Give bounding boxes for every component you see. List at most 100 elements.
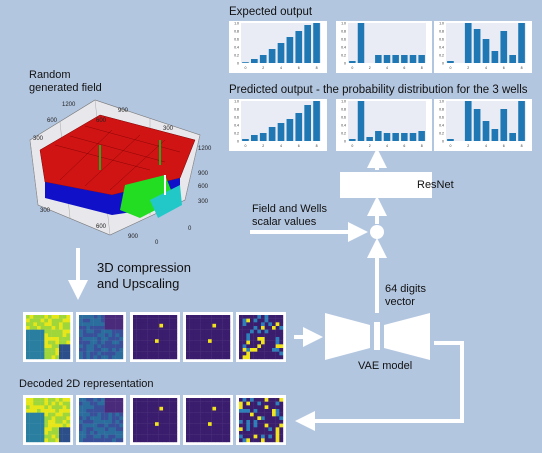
predicted-chart-bar: [491, 129, 499, 141]
decoded-slice: [236, 395, 286, 445]
encoded-slice: [236, 312, 286, 362]
encoded-slice: [130, 312, 180, 362]
field-tick: 300: [163, 126, 174, 132]
predicted-chart-bar: [366, 137, 373, 141]
expected-chart-y-tick: 1.0: [341, 22, 346, 26]
expected-chart-y-tick: 0.2: [341, 54, 346, 58]
predicted-chart-bar: [286, 119, 294, 141]
expected-output-charts: 1.0 0.8 0.6 0.4 0.2 0 0 2 4 6 8 1.0 0.8 0.6 0.4 0.2 0 0 2 4…: [229, 21, 532, 73]
expected-chart-bar: [464, 23, 472, 63]
expected-chart-y-tick: 0.2: [234, 54, 239, 58]
expected-chart-y-tick: 0.4: [439, 46, 444, 50]
predicted-output-title: Predicted output - the probability distr…: [229, 84, 528, 96]
predicted-chart-bar: [268, 127, 276, 141]
expected-chart-y-tick: 0.4: [234, 46, 239, 50]
field-tick: 600: [47, 118, 58, 124]
expected-chart-x-tick: 2: [467, 66, 469, 70]
expected-chart-bar: [418, 55, 425, 63]
expected-chart-x-tick: 6: [503, 66, 505, 70]
field-label-line2: generated field: [29, 82, 102, 94]
predicted-chart-bar: [313, 101, 320, 141]
predicted-chart-x-tick: 0: [449, 144, 451, 148]
expected-chart-panel: 1.0 0.8 0.6 0.4 0.2 0 0 2 4 6 8: [229, 21, 327, 73]
predicted-chart-x-tick: 6: [503, 144, 505, 148]
predicted-chart-bar: [295, 113, 303, 141]
vae-label: VAE model: [358, 360, 413, 372]
field-tick: 0: [188, 226, 192, 232]
expected-chart-bar: [482, 39, 490, 63]
expected-chart-y-tick: 0: [442, 62, 444, 66]
predicted-chart-bar: [509, 133, 516, 141]
expected-chart-x-tick: 0: [351, 66, 353, 70]
predicted-chart-y-tick: 0.8: [341, 108, 346, 112]
predicted-chart-y-tick: 0.8: [234, 108, 239, 112]
predicted-output-charts: 1.0 0.8 0.6 0.4 0.2 0 0 2 4 6 8 1.0 0.8 0.6 0.4 0.2 0 0 2 4…: [229, 99, 532, 151]
expected-chart-bar: [295, 31, 303, 63]
predicted-chart-x-tick: 8: [316, 144, 318, 148]
expected-chart-bar: [473, 29, 481, 63]
predicted-chart-x-tick: 2: [467, 144, 469, 148]
field-tick: 300: [33, 136, 44, 142]
encoded-slices: [23, 312, 286, 362]
predicted-chart-x-tick: 4: [485, 144, 487, 148]
expected-chart-x-tick: 4: [280, 66, 282, 70]
expected-chart-bar: [277, 43, 285, 63]
field-tick: 300: [198, 199, 209, 205]
predicted-chart-bar: [482, 121, 490, 141]
predicted-chart-y-tick: 1.0: [341, 100, 346, 104]
expected-chart-bar: [349, 61, 356, 63]
expected-chart-panel: 1.0 0.8 0.6 0.4 0.2 0 0 2 4 6 8: [336, 21, 432, 73]
expected-chart-bar: [259, 55, 267, 63]
expected-chart-y-tick: 0.8: [439, 30, 444, 34]
expected-chart-bar: [447, 61, 454, 63]
predicted-chart-bar: [349, 139, 356, 141]
arrow-decoded: [295, 341, 464, 431]
field-tick: 1200: [198, 146, 212, 152]
decoded-slices: [23, 395, 286, 445]
predicted-chart-bar: [383, 133, 391, 141]
field-tick: 600: [96, 118, 107, 124]
field-tick: 300: [40, 208, 51, 214]
predicted-chart-x-tick: 6: [298, 144, 300, 148]
expected-chart-y-tick: 0.8: [234, 30, 239, 34]
expected-chart-y-tick: 1.0: [234, 22, 239, 26]
expected-chart-x-tick: 4: [386, 66, 388, 70]
expected-chart-bar: [383, 55, 391, 63]
expected-chart-bar: [251, 59, 258, 63]
predicted-chart-x-tick: 0: [351, 144, 353, 148]
scalar-label-line1: Field and Wells: [252, 203, 327, 215]
vae-model-shape: [325, 313, 430, 360]
predicted-chart-bar: [259, 133, 267, 141]
predicted-chart-x-tick: 2: [369, 144, 371, 148]
resnet-label: ResNet: [417, 179, 454, 191]
predicted-chart-y-tick: 0.6: [341, 116, 346, 120]
predicted-chart-panel: 1.0 0.8 0.6 0.4 0.2 0 0 2 4 6 8: [229, 99, 327, 151]
predicted-chart-x-tick: 2: [262, 144, 264, 148]
expected-chart-y-tick: 0.2: [439, 54, 444, 58]
field-tick: 0: [155, 240, 159, 246]
flow-arrows: [68, 148, 464, 431]
field-label-line1: Random: [29, 69, 71, 81]
predicted-chart-bar: [518, 101, 525, 141]
field-tick: 600: [198, 184, 209, 190]
expected-chart-y-tick: 0.6: [234, 38, 239, 42]
decoded-slice: [23, 395, 73, 445]
expected-chart-bar: [268, 49, 276, 63]
predicted-chart-bar: [375, 131, 382, 141]
predicted-chart-bar: [357, 101, 365, 141]
expected-chart-x-tick: 6: [403, 66, 405, 70]
predicted-chart-x-tick: 8: [421, 144, 423, 148]
predicted-chart-y-tick: 0.4: [341, 124, 346, 128]
expected-chart-y-tick: 1.0: [439, 22, 444, 26]
predicted-chart-x-tick: 6: [403, 144, 405, 148]
predicted-chart-bar: [277, 123, 285, 141]
combine-node: [370, 225, 384, 239]
expected-chart-y-tick: 0: [237, 62, 239, 66]
decoded-slice: [76, 395, 126, 445]
predicted-chart-y-tick: 0.8: [439, 108, 444, 112]
field-tick: 900: [128, 234, 139, 240]
predicted-chart-x-tick: 8: [521, 144, 523, 148]
encoded-slice: [23, 312, 73, 362]
predicted-chart-panel: 1.0 0.8 0.6 0.4 0.2 0 0 2 4 6 8: [336, 99, 432, 151]
decoded-slice: [183, 395, 233, 445]
